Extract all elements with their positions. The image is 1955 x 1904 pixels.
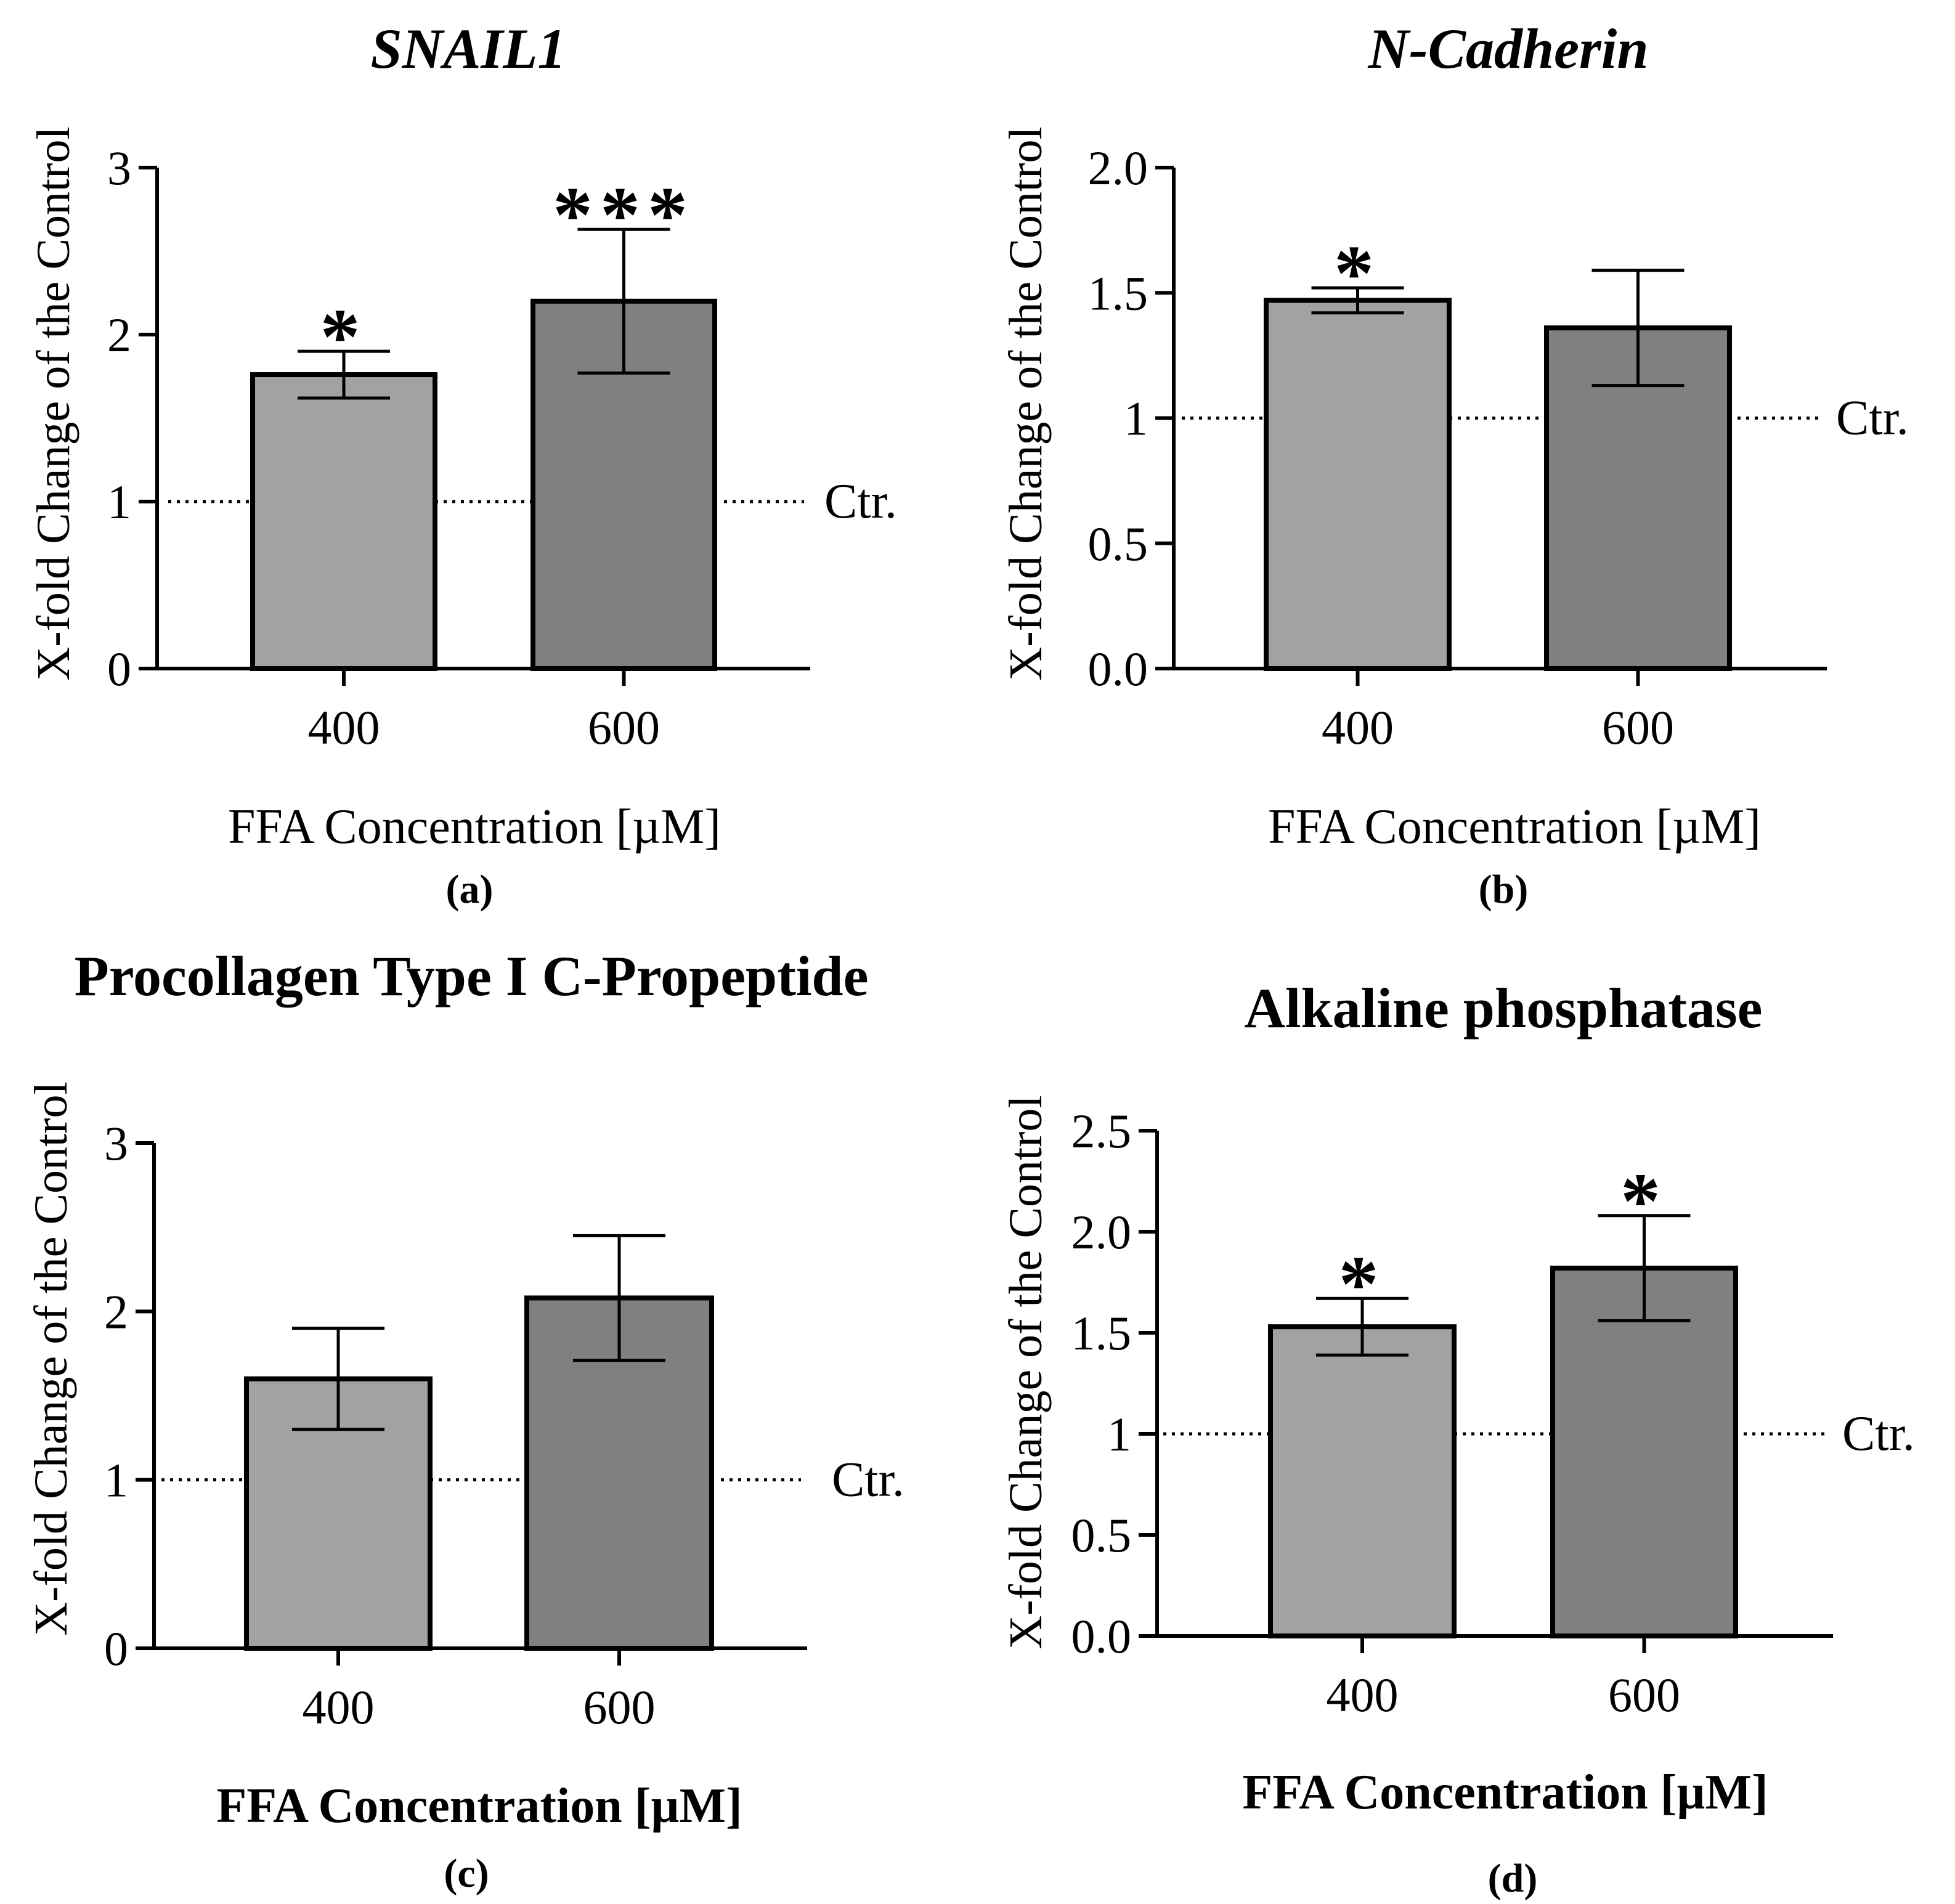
panel-c-xtick-label-600: 600: [583, 1680, 656, 1734]
panel-c-ytick-label-1: 1: [104, 1454, 128, 1507]
panel-b-bar-400: [1264, 298, 1452, 671]
panel-a-bar-400: [250, 372, 437, 671]
panel-c-plot: Ctr. 0 1 2 3 400 600: [104, 1117, 904, 1734]
panel-b-plot: Ctr. * 0.0 0.5 1 1.5 2.0 400 600: [1088, 141, 1909, 754]
panel-d-significance-600: *: [1620, 1157, 1668, 1246]
panel-a-significance-600: ***: [553, 171, 695, 259]
panel-b-xlabel: FFA Concentration [µM]: [1268, 800, 1761, 854]
panel-d-ctr-label: Ctr.: [1842, 1407, 1915, 1461]
panel-b-ytick-label-4: 2.0: [1088, 141, 1148, 195]
panel-a: SNAIL1 X-fold Change of the Control FFA …: [28, 17, 897, 912]
panel-d-bar-600: [1550, 1266, 1738, 1639]
panel-b-xtick-label-400: 400: [1322, 701, 1394, 754]
panel-c-xtick-label-400: 400: [303, 1680, 375, 1734]
panel-d-plot: Ctr. * * 0.0 0.5 1 1.5 2.0 2.5 400 600: [1071, 1104, 1915, 1722]
panel-c-tag: (c): [444, 1851, 489, 1896]
panel-a-significance-400: *: [320, 293, 368, 381]
panel-d-ylabel: X-fold Change of the Control: [1000, 1095, 1052, 1649]
panel-d-significance-400: *: [1339, 1240, 1386, 1328]
panel-d-xtick-label-600: 600: [1608, 1668, 1680, 1722]
panel-b-ytick-label-2: 1: [1124, 392, 1148, 445]
panel-b-ytick-label-3: 1.5: [1088, 266, 1148, 320]
panel-b-ytick-label-1: 0.5: [1088, 517, 1148, 571]
panel-c-ylabel: X-fold Change of the Control: [25, 1081, 77, 1635]
panel-c-title: Procollagen Type I C-Propeptide: [75, 945, 869, 1007]
panel-b-title: N-Cadherin: [1368, 17, 1649, 80]
panel-c-ytick-label-0: 0: [104, 1622, 128, 1675]
panel-a-xlabel: FFA Concentration [µM]: [228, 800, 721, 854]
panel-d-xlabel: FFA Concentration [µM]: [1242, 1765, 1768, 1820]
panel-d-tag: (d): [1488, 1856, 1538, 1901]
panel-a-ctr-label: Ctr.: [824, 474, 897, 529]
panel-d-ytick-label-4: 2.0: [1071, 1205, 1132, 1259]
panel-a-ytick-label-0: 0: [107, 642, 131, 696]
panel-b-xtick-label-600: 600: [1602, 701, 1674, 754]
panel-a-title: SNAIL1: [371, 17, 566, 80]
panel-d: Alkaline phosphatase X-fold Change of th…: [1000, 977, 1915, 1901]
panel-d-ytick-label-0: 0.0: [1071, 1609, 1132, 1663]
panel-a-ylabel: X-fold Change of the Control: [28, 126, 79, 680]
panel-a-ytick-label-2: 2: [107, 308, 131, 362]
panel-d-ytick-label-2: 1: [1107, 1407, 1131, 1461]
panel-c-ytick-label-3: 3: [104, 1117, 128, 1170]
panel-b-significance-400: *: [1334, 229, 1381, 318]
panel-b-tag: (b): [1479, 867, 1529, 912]
panel-b: N-Cadherin X-fold Change of the Control …: [1000, 17, 1909, 912]
panel-c-ctr-label: Ctr.: [832, 1453, 904, 1507]
panel-a-tag: (a): [446, 867, 494, 912]
panel-a-ytick-label-1: 1: [107, 475, 131, 529]
panel-d-ytick-label-1: 0.5: [1071, 1508, 1132, 1562]
panel-d-title: Alkaline phosphatase: [1244, 977, 1762, 1039]
panel-b-ylabel: X-fold Change of the Control: [1000, 126, 1052, 680]
panel-c-ytick-label-2: 2: [104, 1285, 128, 1338]
panel-b-ctr-label: Ctr.: [1836, 391, 1909, 445]
panel-d-ytick-label-5: 2.5: [1071, 1104, 1132, 1158]
panel-c: Procollagen Type I C-Propeptide X-fold C…: [25, 945, 904, 1896]
panel-d-xtick-label-400: 400: [1327, 1668, 1399, 1722]
panel-d-ytick-label-3: 1.5: [1071, 1306, 1132, 1360]
panel-c-xlabel: FFA Concentration [µM]: [216, 1779, 742, 1833]
panel-a-ytick-label-3: 3: [107, 141, 131, 195]
panel-b-ytick-label-0: 0.0: [1088, 642, 1148, 696]
panel-a-xtick-label-400: 400: [308, 701, 380, 754]
panel-a-xtick-label-600: 600: [588, 701, 660, 754]
panel-d-bar-400: [1268, 1324, 1457, 1638]
